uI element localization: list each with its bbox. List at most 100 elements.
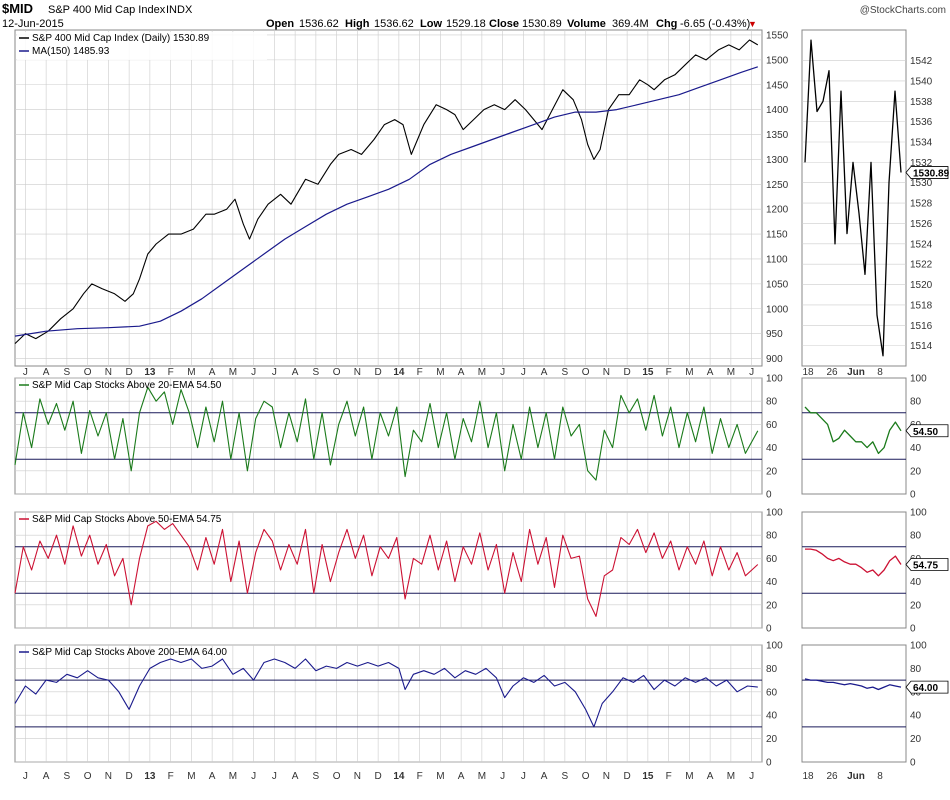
y-tick-label: 950 [766, 329, 783, 340]
symbol: $MID [2, 1, 33, 16]
zoom-price-x-axis-labels: 18 26 Jun 8 [802, 367, 883, 378]
last-value-tag-ema50: 54.75 [905, 558, 949, 571]
x-tick-label: A [541, 771, 548, 782]
x-tick-label: D [126, 367, 133, 378]
panel-frame [14, 511, 763, 629]
y-tick-label: 1350 [766, 130, 789, 141]
x-tick-label: 13 [144, 367, 156, 378]
x-tick-label: J [749, 771, 754, 782]
panel-title-ema200: S&P Mid Cap Stocks Above 200-EMA 64.00 [32, 647, 227, 658]
x-tick-label: J [251, 771, 256, 782]
x-tick-label: N [603, 771, 610, 782]
zoom-series-line-ema200 [804, 678, 902, 691]
x-tick-label: A [43, 367, 50, 378]
x-tick-label: S [562, 771, 569, 782]
index-name: S&P 400 Mid Cap Index [48, 4, 166, 16]
price-x-axis-labels: J A S O N D 13 F M A M J J A S O N D 14 F M A M J J A S O N D 15 F M A M J [23, 367, 754, 378]
y-tick-label: 60 [766, 554, 778, 565]
x-tick-label: D [375, 367, 382, 378]
x-tick-label: J [500, 771, 505, 782]
x-tick-label: F [417, 367, 423, 378]
zoom-y-tick-label: 1520 [910, 280, 933, 291]
x-tick-label: J [500, 367, 505, 378]
x-tick-label: M [478, 367, 486, 378]
zoom-y-tick-label: 0 [910, 758, 916, 769]
last-value-tag-box [905, 166, 949, 179]
zoom-x-tick-label: 8 [877, 367, 883, 378]
panel-ema20: 0 20 40 60 80 100 S&P Mid Cap Stocks Above 20-… [14, 374, 949, 501]
y-tick-label: 40 [766, 711, 778, 722]
x-tick-label: N [105, 367, 112, 378]
x-tick-label: 15 [642, 771, 654, 782]
x-tick-label: J [521, 771, 526, 782]
x-tick-label: J [251, 367, 256, 378]
x-tick-label: F [168, 367, 174, 378]
y-tick-label: 80 [766, 531, 778, 542]
y-tick-label: 1000 [766, 304, 789, 315]
y-tick-label: 1150 [766, 230, 788, 241]
zoom-y-tick-label: 1516 [910, 321, 933, 332]
x-tick-label: D [375, 771, 382, 782]
x-tick-label: A [292, 771, 299, 782]
series-line-ema200 [14, 658, 758, 728]
x-tick-label: D [126, 771, 133, 782]
x-tick-label: A [458, 771, 465, 782]
zoom-y-tick-label: 100 [910, 374, 927, 385]
x-tick-label: 14 [393, 367, 405, 378]
x-tick-label: M [685, 771, 693, 782]
chg-value: -6.65 (-0.43%) [680, 18, 750, 30]
panel-ema200: 0 20 40 60 80 100 S&P Mid Cap Stocks Above 200… [14, 641, 949, 769]
y-tick-label: 40 [766, 443, 778, 454]
x-tick-label: M [229, 367, 237, 378]
open-value: 1536.62 [299, 18, 339, 30]
x-tick-label: A [541, 367, 548, 378]
x-tick-label: F [666, 367, 672, 378]
x-tick-label: J [749, 367, 754, 378]
zoom-y-tick-label: 100 [910, 508, 927, 519]
zoom-x-tick-label: 18 [802, 771, 814, 782]
x-tick-label: S [64, 771, 71, 782]
zoom-y-tick-label: 1522 [910, 260, 933, 271]
x-tick-label: J [272, 771, 277, 782]
zoom-x-tick-label: 26 [826, 367, 838, 378]
y-tick-label: 0 [766, 490, 772, 501]
x-tick-label: F [417, 771, 423, 782]
series-line-price-ma [14, 66, 758, 337]
y-tick-label: 1300 [766, 155, 789, 166]
legend-entry-ma: MA(150) 1485.93 [32, 46, 110, 57]
x-tick-label: S [313, 367, 320, 378]
zoom-x-tick-label: 26 [826, 771, 838, 782]
x-axis-labels: J A S O N D 13 F M A M J J A S O N D 14 F M A M J J A S O N D 15 F M A M J [23, 771, 754, 782]
x-tick-label: M [478, 771, 486, 782]
zoom-y-tick-label: 80 [910, 664, 922, 675]
volume-value: 369.4M [612, 18, 649, 30]
zoom-y-tick-label: 100 [910, 641, 927, 652]
x-tick-label: N [603, 367, 610, 378]
y-tick-label: 1400 [766, 105, 789, 116]
last-value-tag-box [905, 558, 949, 571]
zoom-x-tick-label: 18 [802, 367, 814, 378]
high-label: High [345, 18, 370, 30]
last-value-label: 1530.89 [913, 169, 950, 180]
last-value-tag-price: 1530.89 [905, 166, 950, 180]
series-line-ema20 [14, 386, 759, 481]
last-value-label: 54.50 [913, 427, 938, 438]
y-tick-label: 0 [766, 624, 772, 635]
zoom-y-tick-label: 40 [910, 711, 922, 722]
zoom-y-tick-label: 1540 [910, 76, 933, 87]
x-tick-label: J [23, 771, 28, 782]
zoom-panel-frame [801, 511, 907, 629]
x-tick-label: N [354, 771, 361, 782]
zoom-x-tick-label: Jun [847, 771, 865, 782]
zoom-y-tick-label: 0 [910, 490, 916, 501]
x-tick-label: A [209, 771, 216, 782]
zoom-y-tick-label: 80 [910, 531, 922, 542]
x-tick-label: O [582, 367, 590, 378]
zoom-x-axis-labels: 18 26 Jun 8 [802, 771, 883, 782]
zoom-series-line-ema50 [805, 548, 902, 577]
x-tick-label: 13 [144, 771, 156, 782]
chart-panels: 9009501000105011001150120012501300135014… [14, 29, 950, 782]
x-tick-label: A [707, 771, 714, 782]
x-tick-label: M [727, 771, 735, 782]
x-tick-label: O [333, 771, 341, 782]
